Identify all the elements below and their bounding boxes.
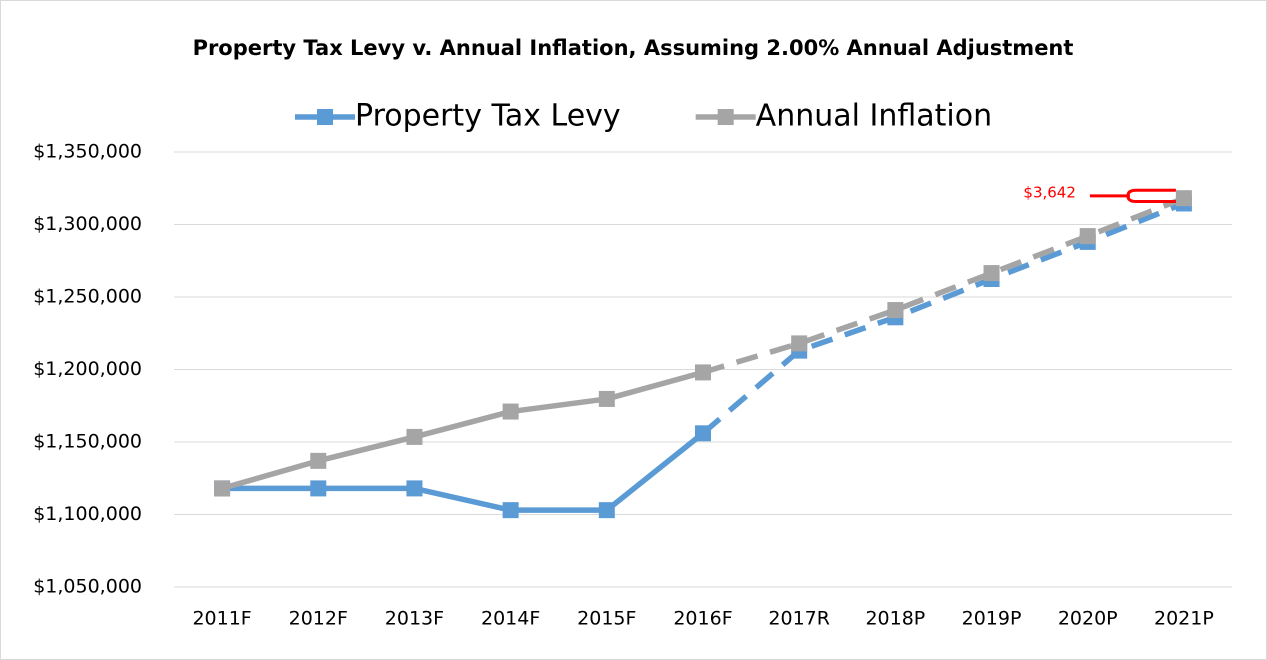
x-tick-label: 2015F	[577, 608, 636, 630]
marker	[310, 452, 327, 469]
chart-title: Property Tax Levy v. Annual Inflation, A…	[193, 36, 1074, 60]
marker	[695, 364, 711, 381]
marker	[1175, 190, 1192, 207]
marker	[310, 480, 327, 497]
line	[222, 431, 705, 513]
marker	[406, 428, 423, 445]
marker	[214, 480, 231, 497]
y-tick-label: $1,050,000	[33, 576, 142, 598]
legend-marker	[717, 109, 734, 125]
annotation-label: $3,642	[1023, 183, 1076, 201]
marker	[406, 480, 423, 497]
x-tick-label: 2011F	[192, 608, 251, 630]
line-dashed	[702, 195, 1185, 376]
marker	[791, 335, 808, 352]
marker	[598, 390, 615, 407]
marker	[502, 502, 519, 519]
legend-label: Annual Inflation	[756, 99, 992, 134]
marker	[502, 403, 519, 420]
annotation-bracket	[1089, 188, 1176, 203]
x-tick-label: 2012F	[289, 608, 348, 630]
y-tick-label: $1,150,000	[33, 431, 142, 453]
marker	[695, 425, 711, 442]
marker	[983, 265, 1000, 282]
x-tick-label: 2014F	[481, 608, 540, 630]
x-tick-label: 2016F	[673, 608, 732, 630]
x-tick-label: 2021P	[1154, 608, 1214, 630]
y-tick-label: $1,200,000	[33, 358, 142, 380]
y-tick-label: $1,300,000	[33, 213, 142, 235]
marker	[887, 302, 904, 319]
y-tick-label: $1,350,000	[33, 141, 142, 163]
x-tick-label: 2019P	[962, 608, 1022, 630]
x-tick-label: 2017R	[768, 608, 830, 630]
x-tick-label: 2020P	[1058, 608, 1118, 630]
x-tick-label: 2018P	[865, 608, 925, 630]
x-tick-label: 2013F	[385, 608, 444, 630]
legend-label: Property Tax Levy	[355, 99, 621, 134]
marker	[598, 502, 615, 519]
line	[221, 369, 704, 492]
line-dashed	[701, 200, 1185, 436]
legend-marker	[317, 109, 333, 125]
y-tick-label: $1,100,000	[33, 503, 142, 525]
y-tick-label: $1,250,000	[33, 286, 142, 308]
marker	[1079, 228, 1096, 245]
